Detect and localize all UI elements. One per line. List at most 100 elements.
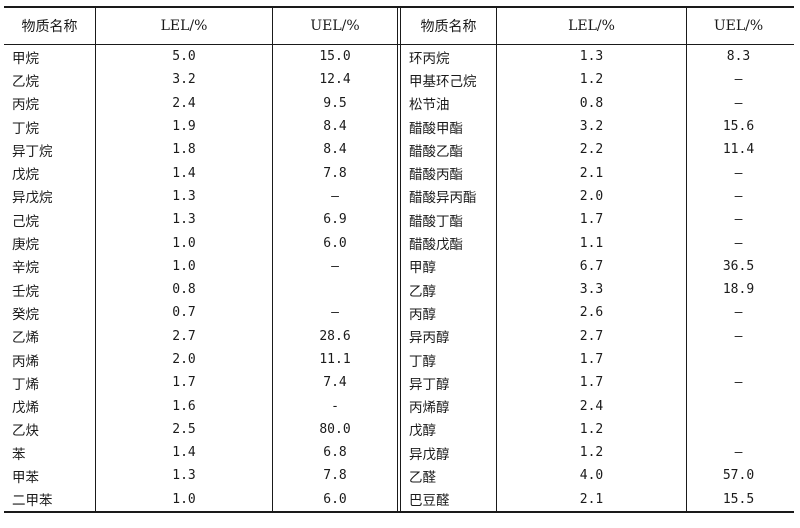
uel-value-right: — bbox=[734, 305, 743, 321]
uel-value-right bbox=[687, 394, 790, 417]
lel-value-left: 1.4 bbox=[96, 441, 273, 465]
lel-value-right: 2.7 bbox=[497, 324, 687, 348]
uel-value-right: 15.6 bbox=[722, 119, 755, 135]
column-divider bbox=[397, 45, 401, 69]
uel-value-left bbox=[273, 278, 397, 301]
lel-value-left: 2.0 bbox=[96, 347, 273, 372]
lel-value-left: 1.3 bbox=[96, 208, 273, 232]
lel-value-left: 0.7 bbox=[96, 301, 273, 325]
substance-name-right: 甲醇 bbox=[401, 254, 497, 278]
uel-value-right: — bbox=[734, 95, 743, 111]
table-row: 异丁烷 1.8 8.4 醋酸乙酯 2.2 11.4 bbox=[4, 138, 794, 162]
substance-name-right: 醋酸丁酯 bbox=[401, 208, 497, 232]
uel-value-left: 11.1 bbox=[319, 352, 351, 367]
substance-name-left: 丁烯 bbox=[4, 371, 96, 395]
uel-value-left: — bbox=[331, 305, 339, 321]
uel-value-right: 11.4 bbox=[722, 142, 755, 158]
column-divider bbox=[397, 371, 401, 395]
table-row: 丁烷 1.9 8.4 醋酸甲酯 3.2 15.6 bbox=[4, 114, 794, 139]
uel-value-right bbox=[687, 348, 790, 371]
uel-value-right: 36.5 bbox=[722, 258, 755, 274]
uel-value-right: 57.0 bbox=[722, 468, 755, 484]
substance-name-left: 丙烷 bbox=[4, 91, 96, 115]
lel-value-left: 2.4 bbox=[96, 91, 273, 115]
substance-name-left: 戊烷 bbox=[4, 161, 96, 185]
column-divider bbox=[397, 208, 401, 232]
lel-value-right: 2.4 bbox=[497, 394, 687, 418]
uel-value-left: 7.4 bbox=[323, 375, 347, 391]
table-row: 乙烷 3.2 12.4 甲基环己烷 1.2 — bbox=[4, 68, 794, 92]
uel-value-right: 18.9 bbox=[722, 282, 755, 298]
column-divider bbox=[397, 91, 401, 115]
column-divider bbox=[397, 68, 401, 92]
lel-value-left: 2.7 bbox=[96, 324, 273, 348]
substance-name-left: 癸烷 bbox=[4, 301, 96, 325]
substance-name-right: 醋酸戊酯 bbox=[401, 231, 497, 255]
header-uel-right: UEL/% bbox=[713, 18, 764, 34]
substance-name-right: 异丙醇 bbox=[401, 324, 497, 348]
lel-value-left: 1.8 bbox=[96, 138, 273, 162]
table-row: 甲烷 5.0 15.0 环丙烷 1.3 8.3 bbox=[4, 45, 794, 69]
column-divider bbox=[397, 347, 401, 372]
header-uel-left: UEL/% bbox=[310, 18, 360, 34]
lel-value-left: 3.2 bbox=[96, 68, 273, 92]
lel-value-left: 1.3 bbox=[96, 184, 273, 209]
column-divider bbox=[397, 487, 401, 511]
lel-value-right: 1.1 bbox=[497, 231, 687, 255]
column-divider bbox=[397, 277, 401, 302]
column-divider bbox=[397, 254, 401, 278]
lel-value-right: 2.1 bbox=[497, 487, 687, 511]
uel-value-left: 12.4 bbox=[319, 72, 351, 88]
table-row: 苯 1.4 6.8 异戊醇 1.2 — bbox=[4, 441, 794, 465]
table-row: 戊烷 1.4 7.8 醋酸丙酯 2.1 — bbox=[4, 161, 794, 185]
uel-value-right: 15.5 bbox=[722, 491, 755, 507]
lel-value-right: 4.0 bbox=[497, 464, 687, 488]
substance-name-left: 丁烷 bbox=[4, 114, 96, 139]
lel-value-left: 1.3 bbox=[96, 464, 273, 488]
lel-value-right: 3.3 bbox=[497, 277, 687, 302]
column-divider bbox=[397, 324, 401, 348]
table-row: 丙烷 2.4 9.5 松节油 0.8 — bbox=[4, 91, 794, 115]
flammability-limits-table: 物质名称 LEL/% UEL/% 物质名称 LEL/% UEL/% 甲烷 5.0 1… bbox=[4, 6, 794, 513]
uel-value-right: 8.3 bbox=[726, 49, 751, 65]
substance-name-left: 乙烯 bbox=[4, 324, 96, 348]
table-row: 异戊烷 1.3 — 醋酸异丙酯 2.0 — bbox=[4, 184, 794, 209]
lel-value-right: 1.3 bbox=[497, 45, 687, 69]
table-row: 乙炔 2.5 80.0 戊醇 1.2 bbox=[4, 417, 794, 442]
substance-name-left: 壬烷 bbox=[4, 277, 96, 302]
lel-value-right: 1.2 bbox=[497, 68, 687, 92]
lel-value-left: 0.8 bbox=[96, 277, 273, 302]
substance-name-left: 甲烷 bbox=[4, 45, 96, 69]
table-row: 丁烯 1.7 7.4 异丁醇 1.7— bbox=[4, 371, 794, 395]
lel-value-right: 3.2 bbox=[497, 114, 687, 139]
uel-value-left: — bbox=[331, 188, 339, 204]
uel-value-right: — bbox=[734, 212, 743, 228]
uel-value-left: 9.5 bbox=[323, 95, 347, 111]
uel-value-left: 8.4 bbox=[323, 119, 347, 135]
column-divider bbox=[397, 464, 401, 488]
column-divider bbox=[397, 231, 401, 255]
column-divider bbox=[397, 138, 401, 162]
header-lel-left: LEL/% bbox=[96, 8, 273, 44]
table-row: 壬烷 0.8 乙醇 3.3 18.9 bbox=[4, 277, 794, 302]
lel-value-right: 2.2 bbox=[497, 138, 687, 162]
substance-name-right: 醋酸甲酯 bbox=[401, 114, 497, 139]
column-divider bbox=[397, 184, 401, 209]
uel-value-right bbox=[687, 418, 790, 441]
column-divider bbox=[397, 301, 401, 325]
lel-value-left: 2.5 bbox=[96, 417, 273, 442]
substance-name-left: 戊烯 bbox=[4, 394, 96, 418]
uel-value-left: 80.0 bbox=[319, 421, 351, 437]
uel-value-left: 7.8 bbox=[323, 165, 347, 181]
uel-value-right: — bbox=[734, 445, 743, 461]
table-row: 辛烷 1.0 — 甲醇 6.7 36.5 bbox=[4, 254, 794, 278]
uel-value-right: — bbox=[734, 375, 743, 391]
uel-value-right: — bbox=[734, 165, 743, 181]
substance-name-right: 戊醇 bbox=[401, 417, 497, 442]
substance-name-right: 巴豆醛 bbox=[401, 487, 497, 511]
substance-name-left: 苯 bbox=[4, 441, 96, 465]
table-row: 乙烯 2.7 28.6 异丙醇 2.7— bbox=[4, 324, 794, 348]
column-divider bbox=[397, 417, 401, 442]
substance-name-right: 环丙烷 bbox=[401, 45, 497, 69]
lel-value-right: 1.7 bbox=[497, 347, 687, 372]
